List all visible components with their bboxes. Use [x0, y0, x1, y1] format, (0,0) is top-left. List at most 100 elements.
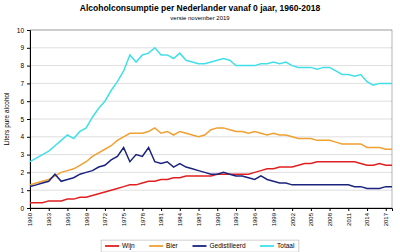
x-tick: 1984	[177, 208, 183, 226]
x-tick: 1999	[271, 208, 277, 226]
legend-item: Gedistilleerd	[193, 242, 247, 249]
x-tick-label: 2014	[364, 212, 370, 226]
x-tick: 1969	[84, 208, 90, 226]
y-tick-label: 1	[20, 187, 24, 194]
x-tick-mark	[161, 208, 162, 211]
y-axis-line	[27, 31, 31, 209]
x-tick-label: 1960	[27, 212, 33, 226]
y-tick-label: 10	[17, 27, 25, 34]
x-tick: 1987	[196, 208, 202, 226]
x-tick-mark	[330, 208, 331, 211]
x-tick: 1966	[65, 208, 71, 226]
x-tick: 1975	[121, 208, 127, 226]
x-tick-mark	[217, 208, 218, 211]
legend-frame	[101, 240, 299, 252]
y-tick: 0	[20, 205, 30, 212]
y-tick: 9	[20, 44, 30, 51]
y-tick-mark	[27, 137, 30, 138]
x-tick: 1978	[140, 208, 146, 226]
y-tick-label: 9	[20, 44, 24, 51]
y-tick: 2	[20, 169, 30, 176]
y-tick-mark	[27, 66, 30, 67]
x-tick-label: 1969	[84, 212, 90, 226]
x-tick-mark	[311, 208, 312, 211]
x-tick: 1960	[27, 208, 33, 226]
legend-item: Totaal	[260, 242, 295, 249]
x-tick-mark	[105, 208, 106, 211]
x-tick-mark	[255, 208, 256, 211]
legend: Wijn Bier Gedistilleerd Totaal	[101, 240, 299, 252]
x-tick-label: 1978	[140, 212, 146, 226]
legend-swatch	[193, 245, 207, 247]
x-tick-label: 1963	[46, 212, 52, 226]
y-tick-mark	[27, 48, 30, 49]
x-tick-mark	[292, 208, 293, 211]
x-tick-label: 1993	[233, 212, 239, 226]
x-tick: 2014	[364, 208, 370, 226]
x-tick: 1993	[233, 208, 239, 226]
x-tick-mark	[236, 208, 237, 211]
x-tick-mark	[180, 208, 181, 211]
x-tick-label: 2005	[308, 212, 314, 226]
y-tick: 7	[20, 80, 30, 87]
y-tick-label: 5	[20, 116, 24, 123]
legend-item: Wijn	[105, 242, 135, 250]
x-tick: 1963	[46, 208, 52, 226]
y-tick: 4	[20, 133, 30, 140]
y-tick-label: 4	[20, 133, 24, 140]
legend-item: Bier	[149, 242, 178, 249]
legend-swatch	[149, 245, 163, 247]
x-tick: 1972	[102, 208, 108, 226]
chart: Alcoholconsumptie per Nederlander vanaf …	[0, 0, 400, 252]
y-tick: 8	[20, 62, 30, 69]
y-tick-mark	[27, 190, 30, 191]
grid	[30, 30, 392, 208]
legend-swatch	[105, 245, 119, 247]
series-line	[30, 162, 392, 203]
x-tick-label: 1984	[177, 212, 183, 226]
x-tick: 1990	[215, 208, 221, 226]
y-tick-mark	[27, 155, 30, 156]
x-tick: 2011	[346, 208, 352, 226]
plot: 0 1 2 3 4 5 6 7 8 9 10 1960 1963 1966 1969 1972 1975 1978…	[17, 27, 393, 227]
series-line	[30, 48, 392, 162]
x-tick-mark	[142, 208, 143, 211]
lines	[30, 48, 392, 203]
y-tick: 3	[20, 151, 30, 158]
x-tick: 2008	[327, 208, 333, 226]
y-tick: 10	[17, 27, 30, 34]
x-tick: 2002	[290, 208, 296, 226]
plot-frame	[30, 30, 392, 208]
series-line	[30, 147, 392, 188]
legend-label: Gedistilleerd	[210, 242, 247, 249]
x-tick-mark	[124, 208, 125, 211]
x-tick-label: 2008	[327, 212, 333, 226]
y-tick-label: 2	[20, 169, 24, 176]
grid-line	[30, 47, 392, 48]
y-tick-mark	[27, 119, 30, 120]
legend-label: Totaal	[277, 242, 295, 249]
y-tick-label: 3	[20, 151, 24, 158]
y-tick-label: 8	[20, 62, 24, 69]
x-tick-label: 1972	[102, 212, 108, 226]
x-tick-mark	[199, 208, 200, 211]
y-tick-mark	[27, 172, 30, 173]
x-tick-mark	[273, 208, 274, 211]
x-axis-line	[31, 209, 393, 212]
y-tick: 1	[20, 187, 30, 194]
x-tick-label: 1975	[121, 212, 127, 226]
y-tick-label: 6	[20, 98, 24, 105]
y-tick-mark	[27, 208, 30, 209]
grid-line	[30, 83, 392, 84]
x-tick-mark	[30, 208, 31, 211]
x-tick: 2017	[383, 208, 389, 226]
x-tick-label: 1999	[271, 212, 277, 226]
x-axis: 1960 1963 1966 1969 1972 1975 1978 1981 1984 1987…	[27, 208, 392, 226]
x-tick-label: 1996	[252, 212, 258, 226]
x-tick-label: 1981	[158, 212, 164, 226]
y-tick-mark	[27, 30, 30, 31]
grid-line	[30, 136, 392, 137]
legend-label: Bier	[166, 242, 178, 249]
x-tick: 1981	[158, 208, 164, 226]
x-tick-label: 1990	[215, 212, 221, 226]
